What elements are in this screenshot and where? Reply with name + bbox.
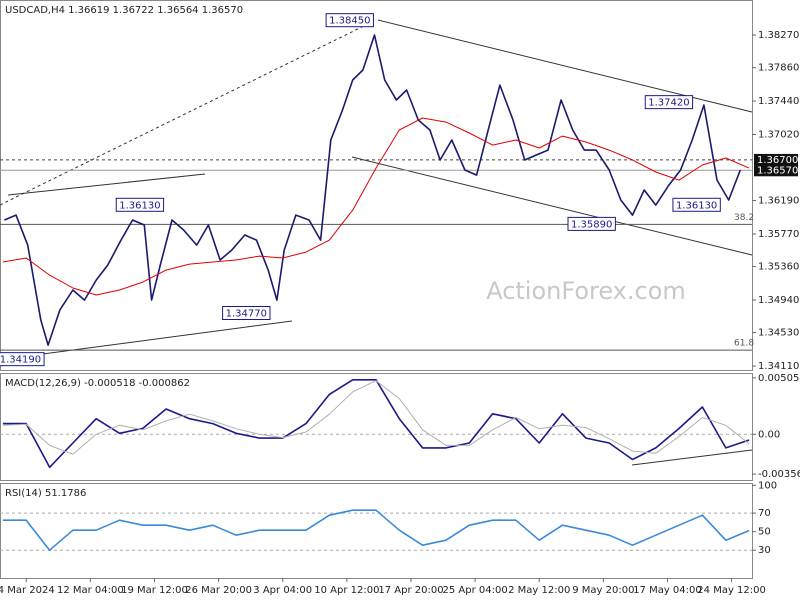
y-tick-label: 1.34110 [758,361,799,372]
price-label-box [754,164,798,177]
x-tick-label: 2 May 12:00 [508,585,570,596]
fib-label: 61.8 [734,339,754,349]
annotation-label: 1.37420 [648,98,689,109]
y-tick-label: 70 [758,508,771,519]
price-label: 1.36700 [757,155,798,166]
annotation-box [222,306,271,321]
y-tick-label: 0.005054 [758,373,800,384]
y-tick-label: 1.37860 [758,63,799,74]
x-tick-label: 25 Apr 04:00 [442,585,507,596]
annotation-label: 1.34770 [226,309,267,320]
y-tick-label: 1.37020 [758,129,799,140]
channel-line [351,156,753,256]
x-tick-label: 4 Mar 2024 [0,585,55,596]
trend-line [34,320,293,356]
panel-title: USDCAD,H4 1.36619 1.36722 1.36564 1.3657… [5,5,243,16]
panel-title: MACD(12,26,9) -0.000518 -0.000862 [5,378,190,389]
series-line [2,379,750,469]
price-label: 1.36570 [757,165,798,176]
series-line [2,509,750,551]
series-line [4,34,742,346]
annotation-label: 1.36130 [676,200,717,211]
annotation-box [0,352,45,367]
macd-panel [0,373,753,481]
y-tick-label: 100 [758,480,777,491]
annotation-box [325,13,374,28]
y-tick-label: 1.38270 [758,30,799,41]
annotation-box [115,197,165,212]
y-tick-label: 1.36190 [758,196,799,207]
watermark: ActionForex.com [486,277,686,305]
y-tick-label: 1.34530 [758,328,799,339]
annotation-label: 1.36130 [119,200,160,211]
series-line [2,380,750,455]
price-label-box [754,153,798,166]
x-tick-label: 17 May 04:00 [633,585,702,596]
x-tick-label: 19 Mar 12:00 [121,585,188,596]
rsi-panel [0,483,753,579]
x-tick-label: 9 May 20:00 [572,585,634,596]
x-tick-label: 26 Mar 20:00 [185,585,252,596]
y-tick-label: 0.00 [758,429,780,440]
annotation-label: 1.38450 [329,16,370,27]
x-tick-label: 10 Apr 12:00 [314,585,379,596]
price-panel [0,0,753,371]
y-tick-label: -0.003569 [758,469,800,480]
macd-trend-line [631,449,753,466]
annotation-box [644,95,694,110]
x-tick-label: 24 May 12:00 [697,585,766,596]
x-tick-label: 12 Mar 04:00 [57,585,124,596]
x-tick-label: 17 Apr 20:00 [378,585,443,596]
panel-title: RSI(14) 51.1786 [5,488,86,499]
y-tick-label: 30 [758,545,771,556]
y-tick-label: 1.37440 [758,96,799,107]
annotation-label: 1.34190 [0,355,41,366]
trend-line [7,173,206,196]
y-tick-label: 1.34940 [758,295,799,306]
x-tick-label: 3 Apr 04:00 [253,585,312,596]
fib-label: 38.2 [734,213,754,223]
annotation-label: 1.35890 [571,219,612,230]
annotation-box [672,197,721,212]
y-tick-label: 1.35360 [758,262,799,273]
y-tick-label: 50 [758,527,771,538]
series-line [2,117,750,296]
annotation-box [567,216,616,231]
y-tick-label: 1.35770 [758,229,799,240]
